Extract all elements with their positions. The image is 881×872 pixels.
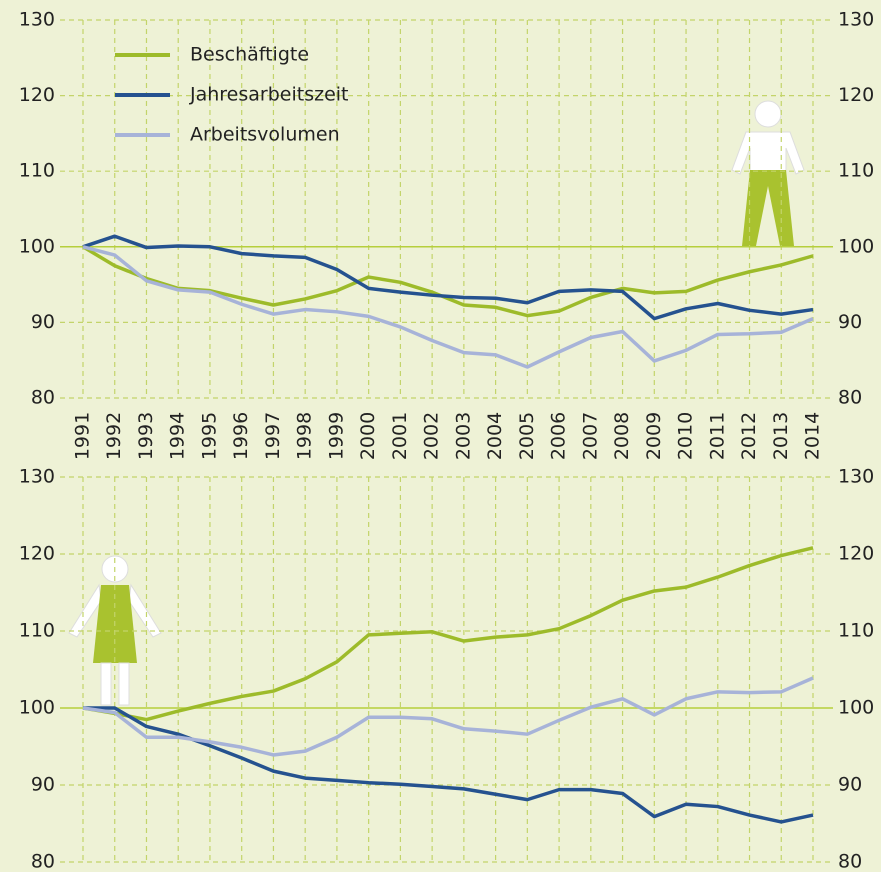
x-tick-label: 2004 [484,412,506,460]
x-tick-label: 1996 [230,412,252,460]
y-tick-label: 110 [19,620,55,642]
x-tick-label: 2009 [643,412,665,460]
y-tick-label-right: 110 [838,160,874,182]
y-tick-label: 90 [31,311,55,333]
y-tick-label-right: 120 [838,543,874,565]
line [82,245,814,369]
line [83,706,814,824]
legend-label: Jahresarbeitszeit [189,84,349,106]
x-tick-label: 1995 [198,412,220,460]
line [82,676,814,757]
line [82,234,814,321]
y-tick-label-right: 90 [838,774,862,796]
x-tick-label: 2011 [706,412,728,460]
y-tick-label-right: 100 [838,235,874,257]
x-tick-label: 1994 [167,412,189,460]
x-tick-label: 2014 [802,412,824,460]
x-tick-label: 2002 [421,412,443,460]
x-tick-label: 2010 [675,412,697,460]
x-tick-label: 2006 [548,412,570,460]
x-tick-label: 2000 [357,412,379,460]
x-tick-label: 2012 [738,412,760,460]
y-tick-label-right: 130 [838,466,874,488]
x-tick-label: 2001 [389,412,411,460]
y-tick-label-right: 110 [838,620,874,642]
legend-label: Beschäftigte [190,44,309,66]
y-tick-label-right: 80 [838,387,862,409]
x-tick-label: 1999 [325,412,347,460]
x-tick-label: 2007 [579,412,601,460]
y-tick-label-right: 80 [838,851,862,872]
y-tick-label: 90 [31,774,55,796]
x-tick-label: 2005 [516,412,538,460]
x-tick-label: 1997 [262,412,284,460]
y-tick-label: 130 [19,466,55,488]
y-tick-label: 120 [19,84,55,106]
y-tick-label-right: 130 [838,9,874,31]
y-tick-label-right: 100 [838,697,874,719]
x-tick-label: 2008 [611,412,633,460]
y-tick-label: 120 [19,543,55,565]
x-tick-label: 1991 [72,412,94,460]
y-tick-label-right: 120 [838,84,874,106]
y-tick-label: 80 [31,387,55,409]
y-tick-label: 100 [19,697,55,719]
y-tick-label: 80 [31,851,55,872]
x-tick-label: 2013 [770,412,792,460]
legend-label: Arbeitsvolumen [190,124,340,146]
man-icon [731,100,805,246]
line [82,546,814,722]
x-tick-label: 1998 [294,412,316,460]
y-tick-label-right: 90 [838,311,862,333]
x-tick-label: 2003 [452,412,474,460]
x-tick-label: 1992 [103,412,125,460]
y-tick-label: 110 [19,160,55,182]
x-tick-label: 1993 [135,412,157,460]
y-tick-label: 100 [19,235,55,257]
y-tick-label: 130 [19,9,55,31]
